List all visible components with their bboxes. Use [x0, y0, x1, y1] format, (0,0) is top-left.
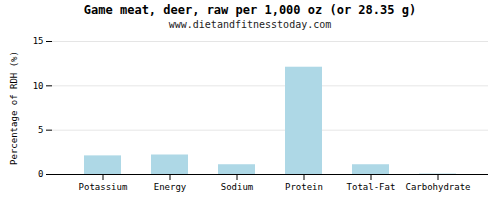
- svg-text:Sodium: Sodium: [221, 182, 254, 192]
- svg-text:10: 10: [33, 81, 44, 91]
- svg-text:15: 15: [33, 36, 44, 46]
- svg-text:Percentage of RDH (%): Percentage of RDH (%): [9, 51, 19, 165]
- svg-text:Protein: Protein: [285, 182, 323, 192]
- svg-text:Energy: Energy: [154, 182, 187, 192]
- svg-text:Total-Fat: Total-Fat: [347, 182, 396, 192]
- svg-text:5: 5: [38, 125, 43, 135]
- svg-text:Carbohydrate: Carbohydrate: [405, 182, 470, 192]
- svg-text:Potassium: Potassium: [79, 182, 128, 192]
- html-text:www.dietandfitnesstoday.com: www.dietandfitnesstoday.com: [168, 19, 332, 30]
- html-text:Game meat, deer, raw per 1,000: Game meat, deer, raw per 1,000 oz (or 28…: [83, 3, 417, 17]
- svg-text:0: 0: [38, 169, 43, 179]
